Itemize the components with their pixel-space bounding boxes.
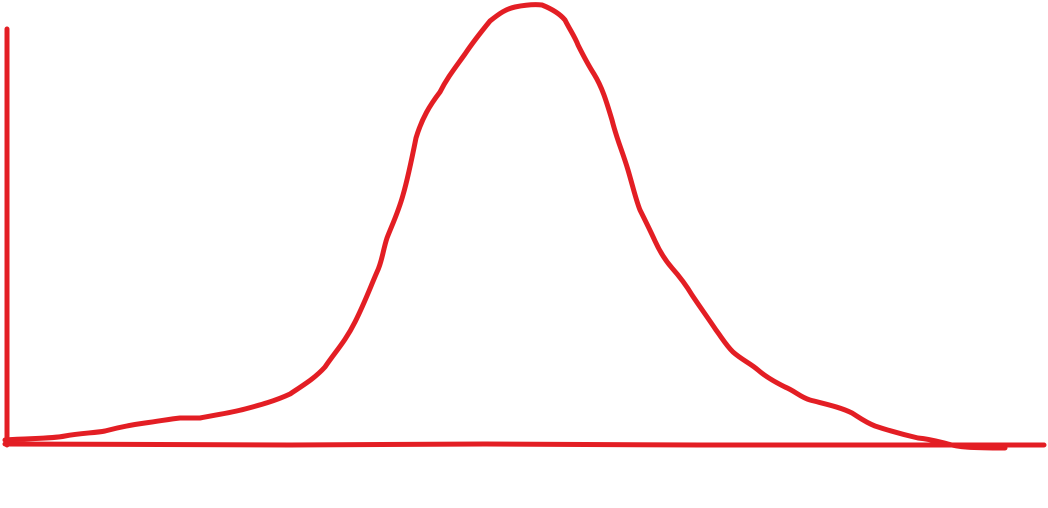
- bell-curve: [2, 2, 1008, 451]
- x-axis-line: [2, 441, 1047, 448]
